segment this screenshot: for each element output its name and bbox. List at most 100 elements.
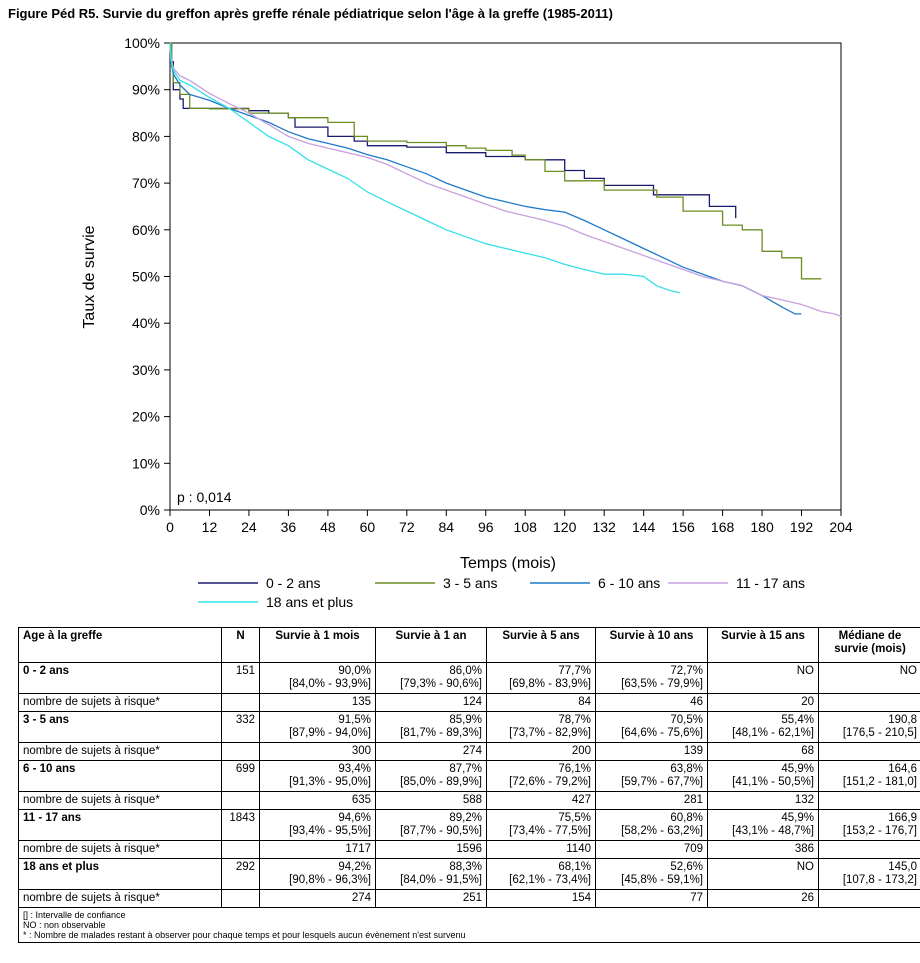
- survival-value: 45,9%: [781, 763, 814, 775]
- survival-cell: 91,5% [87,9% - 94,0%]: [259, 711, 376, 743]
- survival-cell: NO: [707, 662, 819, 694]
- y-axis-label: Taux de survie: [81, 225, 98, 328]
- risk-count: [818, 889, 920, 908]
- survival-value: 55,4%: [781, 714, 814, 726]
- risk-count: 635: [259, 791, 376, 810]
- survival-cell: 52,6% [45,8% - 59,1%]: [595, 858, 708, 890]
- risk-count: 588: [375, 791, 487, 810]
- survival-value: 90,0%: [338, 665, 371, 677]
- legend-label: 11 - 17 ans: [736, 575, 805, 591]
- confidence-interval: [79,3% - 90,6%]: [400, 678, 482, 690]
- survival-cell: 88,3% [84,0% - 91,5%]: [375, 858, 487, 890]
- age-group-label: 6 - 10 ans: [18, 760, 222, 792]
- y-tick-label: 0%: [140, 502, 160, 518]
- confidence-interval: [84,0% - 91,5%]: [400, 874, 482, 886]
- table-header-cell: N: [221, 627, 260, 663]
- risk-count: 281: [595, 791, 708, 810]
- y-axis: 0% 10% 20% 30% 40% 50% 60% 70% 80% 90% 100%: [124, 35, 170, 518]
- risk-count: [818, 742, 920, 761]
- risk-count: 274: [375, 742, 487, 761]
- x-tick-label: 12: [202, 519, 218, 535]
- survival-chart: 0% 10% 20% 30% 40% 50% 60% 70% 80% 90% 100% 0 12 24 3…: [81, 35, 853, 610]
- x-tick-label: 36: [281, 519, 297, 535]
- x-tick-label: 108: [514, 519, 538, 535]
- confidence-interval: [62,1% - 73,4%]: [509, 874, 591, 886]
- x-tick-label: 192: [790, 519, 814, 535]
- table-row: 18 ans et plus 292 94,2% [90,8% - 96,3%] 88,…: [18, 858, 920, 890]
- empty-cell: [221, 742, 260, 761]
- confidence-interval: [73,7% - 82,9%]: [509, 727, 591, 739]
- survival-value: 45,9%: [781, 812, 814, 824]
- series-line-5: [169, 42, 680, 294]
- survival-cell: 45,9% [41,1% - 50,5%]: [707, 760, 819, 792]
- series-line-1: [170, 42, 737, 219]
- empty-cell: [221, 693, 260, 712]
- confidence-interval: [84,0% - 93,9%]: [289, 678, 371, 690]
- risk-label: nombre de sujets à risque*: [18, 889, 222, 908]
- risk-count: 46: [595, 693, 708, 712]
- x-tick-label: 84: [439, 519, 455, 535]
- survival-cell: 190,8 [176,5 - 210,5]: [818, 711, 920, 743]
- x-tick-label: 72: [399, 519, 415, 535]
- table-header-row: Age à la greffe N Survie à 1 mois Survie à …: [18, 627, 920, 663]
- survival-cell: 94,6% [93,4% - 95,5%]: [259, 809, 376, 841]
- risk-count: [818, 791, 920, 810]
- x-tick-label: 96: [478, 519, 494, 535]
- confidence-interval: [41,1% - 50,5%]: [732, 776, 814, 788]
- x-tick-label: 204: [829, 519, 853, 535]
- risk-count: 132: [707, 791, 819, 810]
- risk-count: 1140: [486, 840, 596, 859]
- risk-count: 1717: [259, 840, 376, 859]
- risk-count: 427: [486, 791, 596, 810]
- survival-cell: 72,7% [63,5% - 79,9%]: [595, 662, 708, 694]
- risk-count: 68: [707, 742, 819, 761]
- table-header-cell: Survie à 15 ans: [707, 627, 819, 663]
- legend-label: 6 - 10 ans: [598, 575, 660, 591]
- x-tick-label: 24: [241, 519, 257, 535]
- risk-label: nombre de sujets à risque*: [18, 791, 222, 810]
- risk-label: nombre de sujets à risque*: [18, 742, 222, 761]
- survival-cell: 68,1% [62,1% - 73,4%]: [486, 858, 596, 890]
- y-tick-label: 40%: [132, 315, 160, 331]
- survival-cell: 94,2% [90,8% - 96,3%]: [259, 858, 376, 890]
- survival-value: 60,8%: [670, 812, 703, 824]
- risk-row: nombre de sujets à risque* 300 274 200 139 68: [18, 742, 920, 761]
- risk-count: 200: [486, 742, 596, 761]
- y-tick-label: 60%: [132, 222, 160, 238]
- x-tick-label: 120: [553, 519, 577, 535]
- survival-value: 190,8: [888, 714, 917, 726]
- risk-count: 135: [259, 693, 376, 712]
- table-row: 6 - 10 ans 699 93,4% [91,3% - 95,0%] 87,7% [8…: [18, 760, 920, 792]
- age-group-label: 11 - 17 ans: [18, 809, 222, 841]
- confidence-interval: [153,2 - 176,7]: [842, 825, 917, 837]
- risk-count: 20: [707, 693, 819, 712]
- series-line-4: [169, 42, 842, 317]
- risk-count: 386: [707, 840, 819, 859]
- confidence-interval: [64,6% - 75,6%]: [621, 727, 703, 739]
- series-line-2: [170, 42, 822, 280]
- survival-value: 85,9%: [449, 714, 482, 726]
- y-tick-label: 50%: [132, 269, 160, 285]
- survival-cell: 86,0% [79,3% - 90,6%]: [375, 662, 487, 694]
- risk-count: 154: [486, 889, 596, 908]
- y-tick-label: 90%: [132, 82, 160, 98]
- confidence-interval: [176,5 - 210,5]: [842, 727, 917, 739]
- survival-cell: 77,7% [69,8% - 83,9%]: [486, 662, 596, 694]
- figure-title: Figure Péd R5. Survie du greffon après g…: [8, 6, 613, 21]
- n-cell: 699: [221, 760, 260, 792]
- table-header-cell: Survie à 10 ans: [595, 627, 708, 663]
- survival-value: 75,5%: [558, 812, 591, 824]
- survival-value: 77,7%: [558, 665, 591, 677]
- survival-value: 88,3%: [449, 861, 482, 873]
- table-header-cell: Médiane de survie (mois): [818, 627, 920, 663]
- legend-label: 18 ans et plus: [266, 594, 353, 610]
- confidence-interval: [69,8% - 83,9%]: [509, 678, 591, 690]
- survival-value: 94,2%: [338, 861, 371, 873]
- y-tick-label: 10%: [132, 455, 160, 471]
- legend: 0 - 2 ans 3 - 5 ans 6 - 10 ans 11 - 17 ans 1…: [198, 575, 805, 610]
- survival-value: 78,7%: [558, 714, 591, 726]
- confidence-interval: [73,4% - 77,5%]: [509, 825, 591, 837]
- risk-count: 77: [595, 889, 708, 908]
- survival-value: 86,0%: [449, 665, 482, 677]
- x-tick-label: 144: [632, 519, 656, 535]
